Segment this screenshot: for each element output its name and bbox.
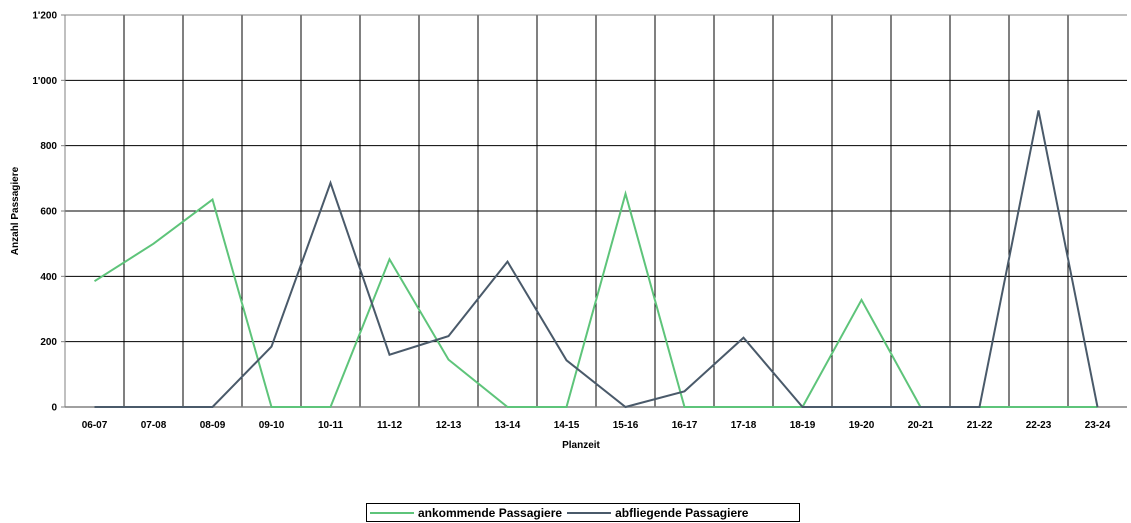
y-tick-label: 1'200 [32, 11, 57, 22]
legend-swatch-arriving [370, 511, 414, 514]
x-tick-label: 17-18 [731, 420, 757, 431]
x-tick-label: 19-20 [849, 420, 875, 431]
x-tick-label: 10-11 [318, 420, 343, 431]
y-tick-label: 0 [51, 403, 57, 414]
legend-label-departing: abfliegende Passagiere [615, 505, 749, 520]
x-tick-label: 07-08 [141, 420, 167, 431]
x-tick-label: 21-22 [967, 420, 993, 431]
grid [64, 14, 1127, 408]
x-tick-label: 20-21 [908, 420, 934, 431]
x-tick-label: 16-17 [672, 420, 698, 431]
y-tick-label: 200 [40, 337, 57, 348]
x-tick-label: 08-09 [200, 420, 226, 431]
x-tick-label: 06-07 [82, 420, 108, 431]
y-tick-label: 600 [40, 207, 57, 218]
x-tick-label: 09-10 [259, 420, 285, 431]
x-tick-label: 23-24 [1085, 420, 1111, 431]
x-tick-label: 22-23 [1026, 420, 1052, 431]
legend-item-departing: abfliegende Passagiere [567, 506, 748, 520]
y-tick-label: 800 [40, 141, 57, 152]
series-lines [93, 110, 1099, 409]
y-tick-label: 400 [40, 272, 57, 283]
legend: ankommende Passagiere abfliegende Passag… [366, 503, 800, 522]
legend-swatch-departing [567, 511, 612, 514]
series-line-departing [94, 110, 1099, 409]
x-tick-label: 12-13 [436, 420, 462, 431]
x-tick-label: 11-12 [377, 420, 402, 431]
x-tick-label: 13-14 [495, 420, 521, 431]
legend-item-arriving: ankommende Passagiere [370, 506, 562, 520]
y-tick-label: 1'000 [32, 76, 57, 87]
legend-label-arriving: ankommende Passagiere [418, 505, 563, 520]
x-tick-label: 14-15 [554, 420, 580, 431]
x-tick-label: 15-16 [613, 420, 639, 431]
x-axis-title: Planzeit [562, 440, 600, 451]
y-axis-title: Anzahl Passagiere [10, 166, 21, 255]
y-axis-ticks: 0 200 400 600 800 1'000 1'200 [32, 11, 65, 414]
x-tick-label: 18-19 [790, 420, 816, 431]
x-axis-ticks: 06-07 07-08 08-09 09-10 10-11 11-12 12-13 13-14… [82, 420, 1111, 431]
